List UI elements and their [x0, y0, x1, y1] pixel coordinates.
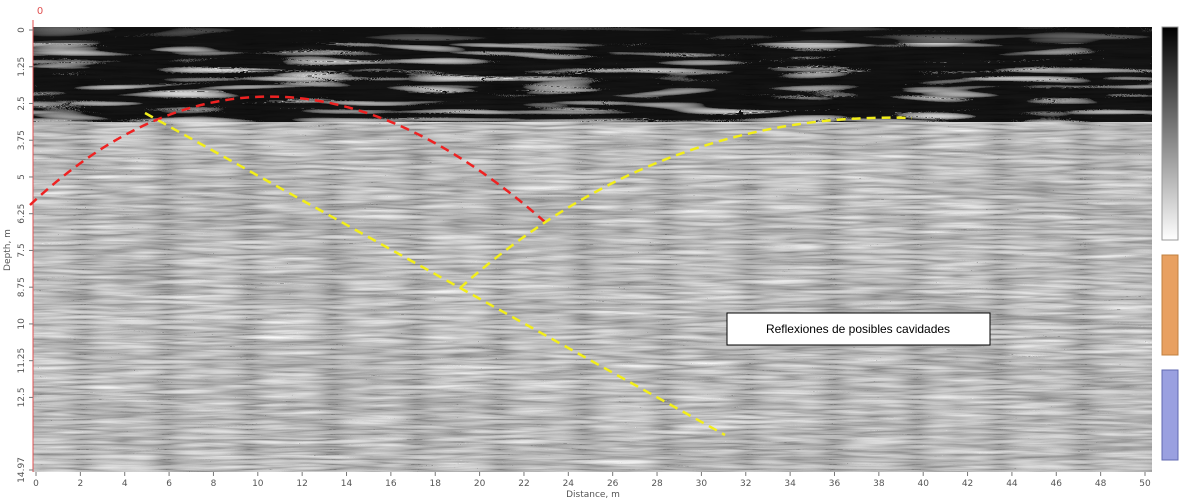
x-tick-label: 36 [829, 479, 841, 489]
x-tick-label: 8 [211, 479, 217, 489]
radargram-image [33, 27, 1152, 472]
y-tick-label: 12.5 [17, 387, 27, 407]
x-tick-label: 16 [385, 479, 397, 489]
x-tick-label: 48 [1095, 479, 1107, 489]
x-tick-label: 26 [607, 479, 619, 489]
gain-control[interactable] [1161, 254, 1179, 356]
y-axis-label: Depth, m [3, 229, 13, 271]
x-tick-label: 4 [122, 479, 128, 489]
x-tick-label: 22 [518, 479, 529, 489]
y-tick-label: 11.25 [17, 348, 27, 374]
x-tick-label: 20 [474, 479, 486, 489]
y-tick-label: 5 [17, 174, 27, 180]
annotation-box [726, 312, 991, 346]
y-tick-label: 0 [17, 27, 27, 33]
y-tick-label: 3.75 [17, 130, 27, 150]
x-axis-label: Distance, m [566, 490, 620, 500]
y-tick-label: 1.25 [17, 57, 27, 77]
yellow-diagonal [144, 111, 726, 437]
x-tick-label: 18 [430, 479, 442, 489]
x-tick-label: 50 [1139, 479, 1151, 489]
x-tick-label: 10 [252, 479, 264, 489]
x-tick-label: 44 [1006, 479, 1018, 489]
yellow-curve [459, 116, 913, 289]
y-tick-label: 6.25 [17, 204, 27, 224]
x-tick-label: 28 [651, 479, 663, 489]
annotation: Reflexiones de posibles cavidades [766, 322, 950, 336]
y-tick-label: 8.75 [17, 277, 27, 297]
x-tick-label: 6 [166, 479, 172, 489]
x-tick-label: 14 [341, 479, 353, 489]
x-tick-label: 42 [962, 479, 973, 489]
y-tick-label: 7.5 [17, 243, 27, 257]
x-tick-label: 32 [740, 479, 751, 489]
y-tick-label: 14.97 [17, 457, 27, 483]
y-tick-label: 10 [17, 318, 27, 330]
x-tick-label: 34 [784, 479, 796, 489]
x-tick-label: 38 [873, 479, 885, 489]
x-tick-label: 30 [696, 479, 708, 489]
x-tick-label: 40 [917, 479, 929, 489]
surface-band [33, 27, 1152, 43]
x-tick-label: 46 [1051, 479, 1063, 489]
origin-label: 0 [37, 6, 43, 17]
x-tick-label: 12 [296, 479, 307, 489]
x-tick-label: 0 [33, 479, 39, 489]
x-tick-label: 24 [563, 479, 575, 489]
color-bar [1161, 26, 1179, 241]
y-tick-label: 2.5 [17, 96, 27, 110]
x-tick-label: 2 [77, 479, 83, 489]
filter-control[interactable] [1161, 369, 1179, 461]
red-hyperbola [29, 95, 546, 223]
